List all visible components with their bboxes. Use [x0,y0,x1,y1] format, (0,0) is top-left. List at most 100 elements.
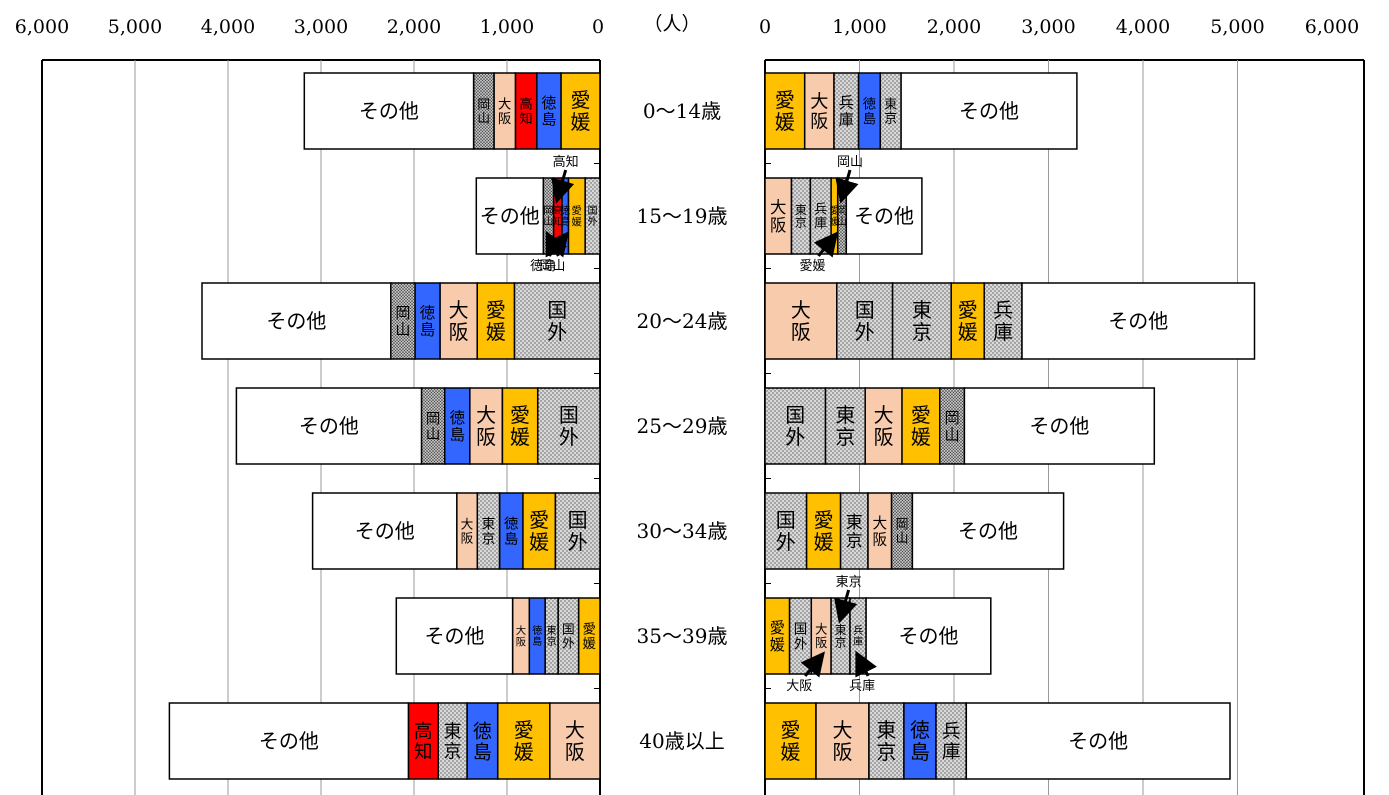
segment-label: 愛媛 [781,718,801,764]
segment-label: その他 [480,204,540,228]
left-bar-segment [414,282,441,360]
left-bar-segment [513,282,601,360]
right-bar-segment [805,492,842,570]
right-bar-segment [764,702,817,780]
segment-label: 高知 [414,722,433,763]
right-bar-segment [903,702,937,780]
segment-label: 兵庫 [942,721,961,763]
segment-label: 愛媛 [529,508,549,554]
segment-label: 東京 [846,513,863,552]
age-group-label: 40歳以上 [639,729,724,753]
segment-label: 徳島 [449,409,465,444]
segment-label: 大阪 [565,718,585,764]
segment-label: その他 [259,729,319,753]
left-tick-label: 1,000 [480,16,534,38]
left-bar-segment [303,72,475,150]
right-bar-segment [935,702,967,780]
left-bar-segment [496,702,551,780]
segment-label: 徳島 [532,624,542,648]
left-bar-segment [476,282,516,360]
segment-label: 岡山 [945,409,960,444]
unit-label: （人） [643,13,700,35]
right-bar-segment [965,702,1231,780]
segment-label: 大阪 [791,298,811,344]
segment-label: 国外 [568,508,588,554]
age-group-label: 25～29歳 [637,414,728,438]
left-tick-label: 5,000 [108,16,162,38]
left-bar-segment [168,702,410,780]
left-bar-segment [475,177,545,255]
left-bar-segment [501,387,539,465]
segment-label: 大阪 [874,403,894,449]
left-bar-segment [560,72,601,150]
segment-label: 高知 [553,204,563,228]
right-tick-label: 0 [759,16,771,38]
left-bar-segment [437,702,468,780]
left-bar-segment [395,597,514,675]
left-tick-label: 0 [592,16,604,38]
segment-label: 高知 [519,96,532,128]
callout-arrow [813,231,839,258]
labels: 愛媛徳島高知大阪岡山その他国外愛媛徳島高知岡山その他国外愛媛大阪徳島岡山その他国… [259,88,1168,764]
segment-label: その他 [266,309,326,333]
age-group-label: 0～14歳 [643,99,721,123]
segment-label: 兵庫 [853,624,863,648]
segment-label: 大阪 [476,403,496,449]
right-bar-segment [939,387,966,465]
right-bar-segment [764,282,838,360]
right-bar-segment [764,72,806,150]
segment-label: その他 [359,99,419,123]
left-bar-segment [235,387,423,465]
segment-label: 徳島 [910,719,930,764]
axes: 0 0 1,000 1,000 2,000 2,000 3,000 3,000 4,000 4,0… [15,13,1365,795]
left-bar-segment [201,282,392,360]
right-bar-segment [764,492,808,570]
callout-label: 大阪 [786,679,812,694]
bars [168,72,1256,780]
segment-label: 東京 [482,516,496,547]
segment-label: 愛媛 [775,88,795,134]
segment-label: 国外 [855,298,875,344]
segment-label: 岡山 [477,97,490,126]
right-bar-segment [983,282,1023,360]
segment-label: 岡山 [837,205,847,228]
right-bar-segment [764,177,793,255]
segment-label: 兵庫 [993,298,1013,344]
segment-label: 岡山 [426,411,440,443]
segment-label: 愛媛 [583,622,596,653]
segment-label: 徳島 [560,204,570,228]
segment-label: その他 [299,414,359,438]
right-bar-segment [868,702,905,780]
segment-label: その他 [1029,414,1089,438]
right-bar-segment [911,492,1065,570]
segment-label: その他 [854,204,914,228]
callout-label: 兵庫 [849,679,875,694]
segment-label: 岡山 [543,205,553,228]
segment-label: 大阪 [498,97,511,128]
segment-label: 大阪 [815,623,827,651]
segment-label: その他 [898,624,958,648]
segment-label: 大阪 [873,515,888,548]
segment-label: 国外 [562,622,575,651]
age-group-label: 15～19歳 [637,204,728,228]
callout-arrow [544,231,569,258]
segment-label: 東京 [444,722,462,763]
callout-label: 徳島 [530,259,556,274]
segment-label: 大阪 [810,92,828,133]
right-bar-segment [864,387,903,465]
segment-label: 愛媛 [510,403,530,449]
segment-label: その他 [1068,729,1128,753]
segment-label: 愛媛 [958,298,978,344]
age-group-label: 20～24歳 [637,309,728,333]
left-bar-segment [536,387,601,465]
left-bar-segment [443,387,471,465]
callout-arrow [800,651,825,678]
callout-arrow [855,650,877,678]
callout-arrow [834,589,858,624]
left-tick-label: 2,000 [387,16,441,38]
segment-label: 国外 [785,403,805,449]
callout-label: 愛媛 [799,259,825,274]
age-group-label: 30～34歳 [637,519,728,543]
callout-arrow [551,169,575,204]
segment-label: 東京 [835,403,855,449]
